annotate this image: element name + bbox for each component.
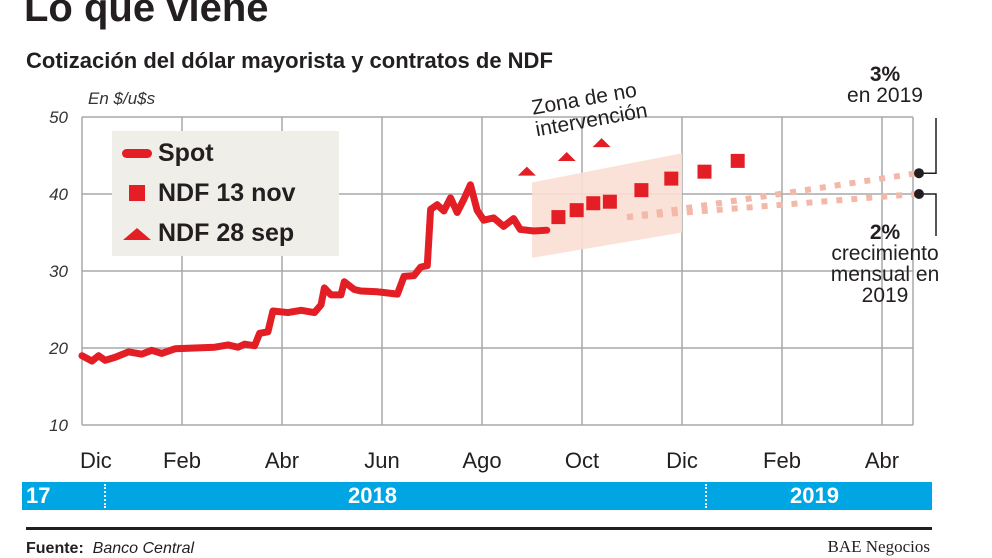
y-tick-label: 10 [49,416,68,435]
legend: Spot NDF 13 nov NDF 28 sep [112,131,339,256]
year-divider [104,484,106,508]
ndf-28-sep-point [557,152,576,162]
x-tick-label: Abr [265,448,299,473]
year-divider [705,484,707,508]
ndf-13-nov-point [602,194,617,209]
ndf-13-nov-point [730,153,745,168]
year-label: 2019 [790,483,839,508]
annotation-value: 2% [869,221,901,244]
ndf-28-sep-point [592,138,611,148]
legend-label: NDF 13 nov [158,179,296,207]
year-label: 2018 [348,483,397,508]
chart: 10 20 30 40 50 Dic Feb Abr Jun Ago Oct Dic Feb Abr En … [48,89,937,473]
x-tick-label: Abr [865,448,899,473]
ndf-13-nov-point [569,203,584,218]
y-axis-label: En $/u$s [88,89,156,108]
ndf-13-nov-point [586,196,601,211]
annotation-2pct: 2% crecimiento mensual en 2019 [810,222,960,306]
triangle-icon [122,227,152,240]
page-title: Lo que viene [24,0,269,30]
legend-ndf-28-sep: NDF 28 sep [122,219,294,248]
x-tick-label: Dic [80,448,112,473]
x-tick-label: Dic [666,448,698,473]
source-value: Banco Central [92,540,195,557]
ndf-13-nov-point [664,171,679,186]
y-tick-label: 40 [49,185,68,204]
ndf-13-nov-point [697,164,712,179]
trend-2pct [626,191,918,221]
source-label: Fuente: [26,540,84,557]
annotation-3pct: 3% en 2019 [820,64,950,106]
source: Fuente: Banco Central [26,540,194,558]
x-tick-label: Oct [565,448,599,473]
bracket-3pct [919,118,937,174]
year-label: 17 [26,483,51,508]
bracket-2pct [919,193,937,236]
legend-label: NDF 28 sep [158,219,295,247]
ndf-13-nov-point [551,210,566,225]
credit: BAE Negocios [827,537,930,556]
annotation-text: crecimiento mensual en 2019 [830,242,940,307]
square-icon [122,184,152,203]
year-bar: 17 2018 2019 [22,482,932,510]
x-tick-label: Jun [364,448,399,473]
trend-3pct [626,170,918,221]
footer-divider [26,527,932,530]
ndf-28-sep-point [517,166,536,176]
annotation-text: en 2019 [847,84,923,107]
x-tick-label: Feb [763,448,801,473]
annotation-value: 3% [869,63,901,86]
x-tick-label: Ago [462,448,501,473]
legend-label: Spot [158,139,214,167]
x-tick-label: Feb [163,448,201,473]
legend-spot: Spot [122,139,214,168]
y-tick-label: 30 [49,262,68,281]
line-swatch-icon [122,149,152,158]
y-tick-label: 50 [49,108,68,127]
legend-ndf-13-nov: NDF 13 nov [122,179,296,208]
ndf-13-nov-point [634,183,649,198]
spot-line [78,181,551,365]
y-tick-label: 20 [48,339,68,358]
chart-subtitle: Cotización del dólar mayorista y contrat… [26,48,553,73]
